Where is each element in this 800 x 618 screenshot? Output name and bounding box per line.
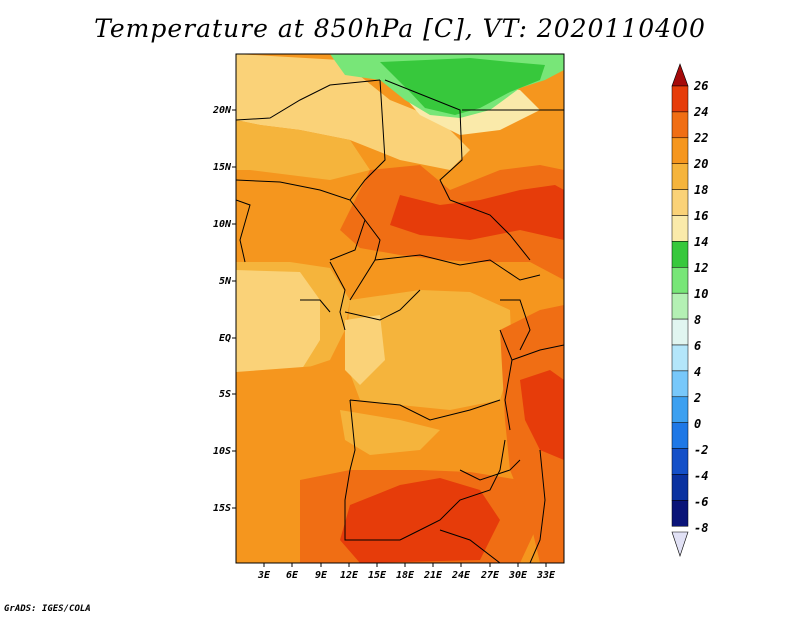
field-24-south — [340, 478, 500, 563]
colorbar-swatch-6 — [671, 215, 689, 242]
border-benin — [236, 199, 251, 263]
border-zambia — [419, 439, 506, 531]
grads-credit: GrADS: IGES/COLA — [4, 604, 91, 614]
colorbar-label-18: 18 — [694, 183, 708, 197]
colorbar-label-22: 22 — [693, 131, 708, 145]
colorbar-label-14: 14 — [694, 235, 708, 249]
lat-label-15n: 15N — [213, 162, 232, 173]
field-16-gabon — [236, 270, 320, 372]
lat-label-10n: 10N — [213, 219, 232, 230]
border-north-1 — [236, 79, 381, 121]
border-chad-west — [349, 79, 386, 201]
lat-label-eq: EQ — [219, 333, 231, 344]
border-tanzania — [511, 344, 564, 361]
colorbar-swatch-2 — [671, 111, 689, 139]
colorbar-label-6: 6 — [694, 339, 701, 353]
latitude-labels: 20N 15N 10N 5N EQ 5S 10S 15S — [212, 105, 232, 514]
map-frame — [235, 53, 565, 564]
colorbar-swatch-1 — [671, 85, 689, 113]
colorbar-label-8: 8 — [694, 313, 701, 327]
colorbar-top-arrow — [671, 63, 689, 87]
colorbar-label-minus6: -6 — [694, 495, 708, 509]
border-zimbabwe — [439, 529, 501, 563]
lon-label-6e: 6E — [286, 570, 299, 581]
country-borders — [236, 79, 564, 563]
border-uganda — [500, 299, 531, 351]
lon-label-24e: 24E — [451, 570, 471, 581]
colorbar-label-4: 4 — [694, 365, 701, 379]
border-cameroon — [349, 219, 381, 301]
border-car — [374, 254, 541, 281]
colorbar-label-minus8: -8 — [694, 521, 708, 535]
field-16-sahara — [236, 54, 470, 170]
field-24-sahel — [390, 185, 564, 240]
axis-ticks — [232, 109, 547, 567]
border-coast — [300, 299, 331, 313]
colorbar-swatch-16 — [671, 474, 689, 501]
field-18-congo — [345, 290, 512, 410]
lon-label-18e: 18E — [396, 570, 415, 581]
map-title: Temperature at 850hPa [C], VT: 202011040… — [94, 14, 706, 43]
lon-label-21e: 21E — [423, 570, 443, 581]
lat-label-10s: 10S — [213, 446, 231, 457]
lon-label-9e: 9E — [315, 570, 328, 581]
colorbar-swatch-15 — [671, 448, 689, 475]
temperature-field — [236, 54, 564, 563]
border-gabon — [329, 261, 346, 331]
lon-label-30e: 30E — [508, 570, 528, 581]
colorbar-bottom-arrow — [671, 531, 689, 557]
field-18-angola — [340, 410, 440, 455]
colorbar: 26 24 22 20 18 16 14 12 10 8 6 4 2 0 -2 … — [671, 63, 708, 557]
colorbar-swatch-10 — [671, 318, 689, 346]
colorbar-swatch-3 — [671, 137, 689, 164]
colorbar-swatch-14 — [671, 422, 689, 449]
lat-label-20n: 20N — [212, 105, 232, 116]
colorbar-label-minus4: -4 — [694, 469, 708, 483]
colorbar-swatch-5 — [671, 189, 689, 216]
border-nigeria — [236, 179, 366, 261]
colorbar-label-minus2: -2 — [694, 443, 708, 457]
colorbar-swatch-13 — [671, 396, 689, 423]
lon-label-27e: 27E — [480, 570, 500, 581]
border-angola — [344, 399, 421, 541]
lat-label-5n: 5N — [219, 276, 232, 287]
border-congo — [344, 289, 421, 321]
field-18-sahara — [236, 120, 370, 180]
colorbar-swatch-7 — [671, 241, 689, 268]
colorbar-label-16: 16 — [694, 209, 708, 223]
longitude-labels: 3E 6E 9E 12E 15E 18E 21E 24E 27E 30E 33E — [257, 570, 556, 581]
colorbar-label-20: 20 — [693, 157, 708, 171]
colorbar-label-26: 26 — [693, 79, 708, 93]
colorbar-label-10: 10 — [694, 287, 708, 301]
border-drc-south — [349, 399, 501, 421]
lon-label-3e: 3E — [257, 570, 271, 581]
colorbar-swatch-12 — [671, 370, 689, 398]
field-16-congo-core — [345, 315, 385, 385]
field-24-east-africa — [520, 370, 564, 460]
field-12-north-cold — [380, 58, 545, 115]
lon-label-15e: 15E — [368, 570, 387, 581]
colorbar-swatch-9 — [671, 292, 689, 320]
colorbar-label-12: 12 — [694, 261, 708, 275]
lon-label-33e: 33E — [536, 570, 556, 581]
colorbar-swatch-11 — [671, 344, 689, 372]
lon-label-12e: 12E — [340, 570, 359, 581]
border-south-sudan — [449, 199, 531, 261]
colorbar-label-24: 24 — [693, 105, 708, 119]
colorbar-label-0: 0 — [694, 417, 701, 431]
colorbar-label-2: 2 — [693, 391, 701, 405]
border-malawi — [459, 459, 521, 481]
border-lakes — [499, 329, 513, 431]
colorbar-swatch-4 — [671, 163, 689, 190]
lat-label-15s: 15S — [213, 503, 231, 514]
colorbar-swatch-17 — [671, 500, 689, 527]
border-mozambique — [529, 449, 546, 563]
lat-label-5s: 5S — [219, 389, 231, 400]
border-chad-east — [384, 79, 463, 201]
colorbar-swatch-8 — [671, 267, 689, 294]
